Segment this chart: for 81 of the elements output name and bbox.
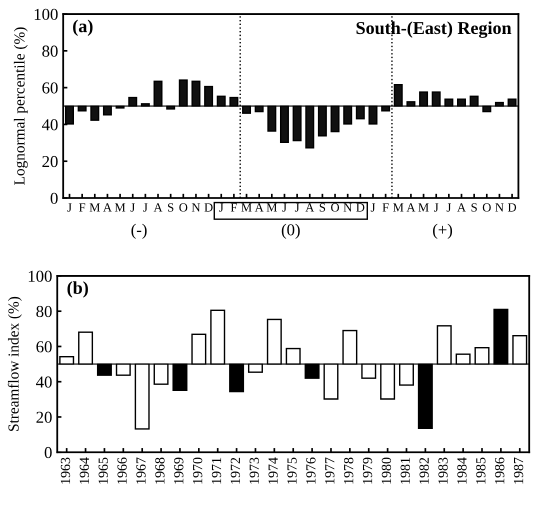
x-tick-label: M xyxy=(90,203,100,212)
x-tick-label: D xyxy=(204,203,213,212)
x-tick-label: F xyxy=(230,203,237,212)
x-tick-label: 1970 xyxy=(192,458,202,484)
y-tick-label: 0 xyxy=(50,192,58,204)
x-tick-label: F xyxy=(79,203,86,212)
chart-title: South-(East) Region xyxy=(356,21,512,38)
x-tick-label: 1982 xyxy=(419,458,429,484)
x-tick-label: 1983 xyxy=(438,458,448,484)
y-tick-label: 20 xyxy=(42,156,58,168)
y-tick-label: 60 xyxy=(36,341,52,352)
x-tick-label: J xyxy=(294,203,300,212)
x-tick-label: A xyxy=(406,203,416,212)
y-axis-title: Streamflow index (%) xyxy=(8,296,22,431)
x-tick-label: A xyxy=(103,203,112,212)
annotation: (a) xyxy=(73,20,93,36)
x-tick-label: N xyxy=(344,203,352,212)
x-tick-label: 1963 xyxy=(60,458,70,484)
x-tick-label: M xyxy=(241,203,252,212)
x-tick-label: 1964 xyxy=(80,457,90,484)
x-tick-label: 1973 xyxy=(250,458,259,484)
y-tick-label: 100 xyxy=(34,8,58,20)
y-tick-label: 60 xyxy=(42,82,58,94)
y-tick-label: 100 xyxy=(28,270,52,282)
x-tick-label: 1978 xyxy=(344,458,354,484)
x-tick-label: O xyxy=(482,203,491,212)
x-tick-label: 1974 xyxy=(268,457,278,484)
x-tick-label: D xyxy=(508,203,516,212)
x-tick-label: 1985 xyxy=(476,458,486,484)
x-tick-label: D xyxy=(356,203,364,212)
x-tick-label: J xyxy=(143,203,148,212)
x-tick-label: 1986 xyxy=(494,458,504,484)
x-tick-label: M xyxy=(266,203,278,212)
x-tick-label: 1968 xyxy=(155,458,165,484)
text: (+) xyxy=(433,224,452,239)
x-tick-label: 1969 xyxy=(174,458,184,484)
y-tick-label: 80 xyxy=(36,306,52,318)
x-tick-label: J xyxy=(370,203,376,212)
x-tick-label: 1966 xyxy=(117,458,127,484)
y-tick-label: 20 xyxy=(36,412,52,423)
x-tick-label: 1967 xyxy=(136,457,146,484)
x-tick-label: 1971 xyxy=(212,458,222,484)
x-tick-label: J xyxy=(282,203,287,212)
y-tick-label: 80 xyxy=(42,46,58,57)
x-tick-label: 1965 xyxy=(98,458,108,484)
x-tick-label: J xyxy=(446,203,452,212)
annotation: (b) xyxy=(67,281,88,298)
text: (0) xyxy=(282,224,300,239)
y-axis-title: Lognormal percentile (%) xyxy=(14,27,28,185)
x-tick-label: J xyxy=(130,203,135,212)
y-tick-label: 40 xyxy=(42,119,58,130)
x-tick-label: A xyxy=(154,203,162,212)
x-tick-label: A xyxy=(305,203,314,212)
x-tick-label: 1981 xyxy=(400,458,410,484)
x-tick-label: S xyxy=(320,203,326,212)
x-tick-label: J xyxy=(67,203,72,212)
text: (-) xyxy=(131,224,147,239)
x-tick-label: O xyxy=(179,203,188,212)
x-tick-label: A xyxy=(457,203,466,212)
x-tick-label: 1977 xyxy=(325,457,334,484)
x-tick-label: M xyxy=(418,203,429,212)
x-tick-label: 1976 xyxy=(306,458,316,484)
x-tick-label: F xyxy=(382,203,389,212)
y-tick-label: 0 xyxy=(44,446,52,458)
x-tick-label: M xyxy=(393,203,404,212)
x-tick-label: 1987 xyxy=(514,457,524,484)
y-tick-label: 40 xyxy=(36,376,52,388)
x-tick-label: J xyxy=(434,203,438,212)
x-tick-label: A xyxy=(254,203,264,212)
x-tick-label: 1984 xyxy=(457,457,467,484)
x-tick-label: S xyxy=(472,203,477,212)
x-tick-label: O xyxy=(331,203,340,212)
x-tick-label: S xyxy=(168,203,174,212)
x-tick-label: M xyxy=(114,203,126,212)
x-tick-label: 1975 xyxy=(287,458,297,484)
x-tick-label: N xyxy=(495,203,504,212)
x-tick-label: N xyxy=(192,203,200,212)
x-tick-label: J xyxy=(219,203,224,212)
x-tick-label: 1980 xyxy=(382,458,392,484)
x-tick-label: 1979 xyxy=(362,458,372,484)
x-tick-label: 1972 xyxy=(230,458,240,484)
